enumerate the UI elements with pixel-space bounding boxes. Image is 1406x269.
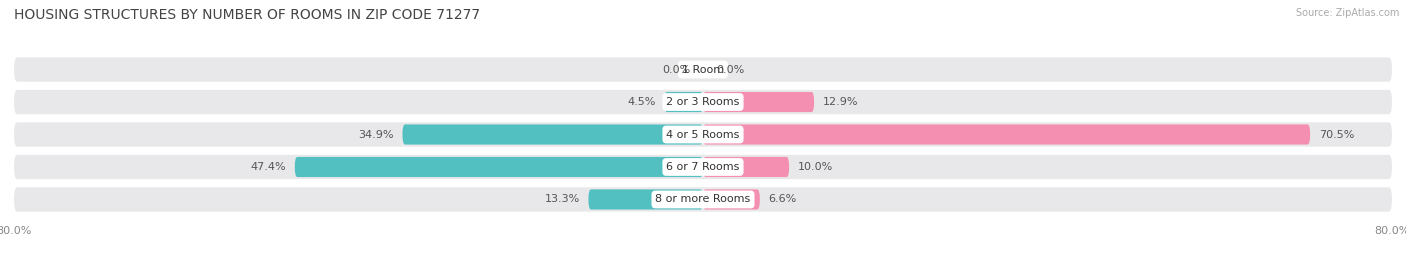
FancyBboxPatch shape bbox=[14, 155, 1392, 179]
Text: 6.6%: 6.6% bbox=[769, 194, 797, 204]
Text: 1 Room: 1 Room bbox=[682, 65, 724, 75]
Text: 0.0%: 0.0% bbox=[662, 65, 690, 75]
Text: Source: ZipAtlas.com: Source: ZipAtlas.com bbox=[1295, 8, 1399, 18]
FancyBboxPatch shape bbox=[14, 90, 1392, 114]
FancyBboxPatch shape bbox=[703, 189, 759, 210]
Text: 13.3%: 13.3% bbox=[544, 194, 579, 204]
FancyBboxPatch shape bbox=[703, 92, 814, 112]
Text: 70.5%: 70.5% bbox=[1319, 129, 1354, 140]
FancyBboxPatch shape bbox=[14, 122, 1392, 147]
Text: HOUSING STRUCTURES BY NUMBER OF ROOMS IN ZIP CODE 71277: HOUSING STRUCTURES BY NUMBER OF ROOMS IN… bbox=[14, 8, 481, 22]
Text: 0.0%: 0.0% bbox=[716, 65, 744, 75]
FancyBboxPatch shape bbox=[14, 57, 1392, 82]
Text: 2 or 3 Rooms: 2 or 3 Rooms bbox=[666, 97, 740, 107]
Text: 4 or 5 Rooms: 4 or 5 Rooms bbox=[666, 129, 740, 140]
FancyBboxPatch shape bbox=[703, 125, 1310, 144]
FancyBboxPatch shape bbox=[664, 92, 703, 112]
FancyBboxPatch shape bbox=[589, 189, 703, 210]
Text: 34.9%: 34.9% bbox=[359, 129, 394, 140]
Text: 4.5%: 4.5% bbox=[627, 97, 655, 107]
FancyBboxPatch shape bbox=[402, 125, 703, 144]
Text: 6 or 7 Rooms: 6 or 7 Rooms bbox=[666, 162, 740, 172]
FancyBboxPatch shape bbox=[295, 157, 703, 177]
Text: 12.9%: 12.9% bbox=[823, 97, 858, 107]
FancyBboxPatch shape bbox=[703, 157, 789, 177]
Text: 10.0%: 10.0% bbox=[797, 162, 832, 172]
Text: 8 or more Rooms: 8 or more Rooms bbox=[655, 194, 751, 204]
FancyBboxPatch shape bbox=[14, 187, 1392, 212]
Text: 47.4%: 47.4% bbox=[250, 162, 287, 172]
